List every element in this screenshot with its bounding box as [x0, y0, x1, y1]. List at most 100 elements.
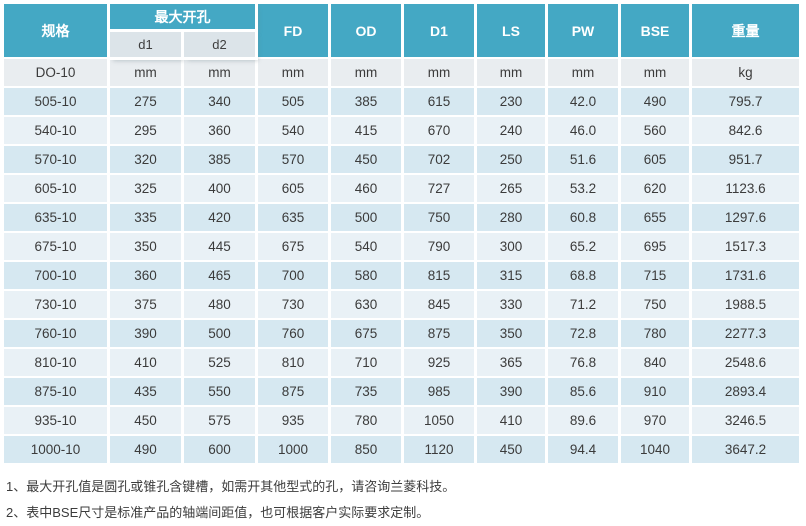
table-cell: 560	[621, 117, 689, 144]
table-cell: 925	[404, 349, 474, 376]
table-cell: 575	[184, 407, 255, 434]
table-cell: 415	[331, 117, 401, 144]
table-cell: 505	[258, 88, 328, 115]
table-cell: 842.6	[692, 117, 799, 144]
table-cell: 655	[621, 204, 689, 231]
table-cell: 65.2	[548, 233, 618, 260]
table-cell: 350	[477, 320, 545, 347]
table-cell: 875	[258, 378, 328, 405]
table-cell: 790	[404, 233, 474, 260]
table-cell: 935-10	[4, 407, 107, 434]
table-cell: 1731.6	[692, 262, 799, 289]
table-cell: 275	[110, 88, 181, 115]
table-cell: 570	[258, 146, 328, 173]
table-body: DO-10 mm mm mm mm mm mm mm mm kg 505-10 275 340 505 38…	[4, 59, 799, 463]
table-cell: 2893.4	[692, 378, 799, 405]
table-cell: 695	[621, 233, 689, 260]
table-cell: 840	[621, 349, 689, 376]
table-cell: 360	[110, 262, 181, 289]
table-cell: 365	[477, 349, 545, 376]
table-cell: 780	[621, 320, 689, 347]
table-cell: mm	[258, 59, 328, 86]
table-row: 875-10 435 550 875 735 985 390 85.6 910 2893.4	[4, 378, 799, 405]
table-cell: 230	[477, 88, 545, 115]
table-cell: 810-10	[4, 349, 107, 376]
col-subheader-d1: d1	[110, 32, 181, 57]
table-cell: 450	[331, 146, 401, 173]
table-cell: 700	[258, 262, 328, 289]
col-header-fd: FD	[258, 4, 328, 57]
table-header: 规格 最大开孔 FD OD D1 LS PW BSE 重量 d1 d2	[4, 4, 799, 57]
table-cell: 72.8	[548, 320, 618, 347]
table-cell: 875	[404, 320, 474, 347]
table-cell: 570-10	[4, 146, 107, 173]
table-cell: 727	[404, 175, 474, 202]
table-cell: 60.8	[548, 204, 618, 231]
table-cell: 1000-10	[4, 436, 107, 463]
footnote-1: 1、最大开孔值是圆孔或锥孔含键槽，如需开其他型式的孔，请咨询兰菱科技。	[6, 479, 456, 494]
col-subheader-d2: d2	[184, 32, 255, 57]
table-cell: mm	[184, 59, 255, 86]
table-cell: 750	[621, 291, 689, 318]
col-header-ls: LS	[477, 4, 545, 57]
col-header-pw: PW	[548, 4, 618, 57]
table-cell: 410	[477, 407, 545, 434]
table-cell: 265	[477, 175, 545, 202]
table-row: 700-10 360 465 700 580 815 315 68.8 715 1731.6	[4, 262, 799, 289]
table-cell: 445	[184, 233, 255, 260]
table-cell: 600	[184, 436, 255, 463]
table-row: 675-10 350 445 675 540 790 300 65.2 695 1517.3	[4, 233, 799, 260]
table-cell: 760	[258, 320, 328, 347]
table-cell: mm	[404, 59, 474, 86]
table-cell: 760-10	[4, 320, 107, 347]
table-cell: 500	[184, 320, 255, 347]
table-cell: 505-10	[4, 88, 107, 115]
table-cell: 970	[621, 407, 689, 434]
table-cell: 935	[258, 407, 328, 434]
col-header-bse: BSE	[621, 4, 689, 57]
table-cell: 295	[110, 117, 181, 144]
table-cell: 670	[404, 117, 474, 144]
table-cell: 325	[110, 175, 181, 202]
table-cell: 94.4	[548, 436, 618, 463]
table-cell: 330	[477, 291, 545, 318]
table-cell: 320	[110, 146, 181, 173]
table-cell: 675	[258, 233, 328, 260]
table-cell: 1040	[621, 436, 689, 463]
table-cell: 42.0	[548, 88, 618, 115]
col-header-od: OD	[331, 4, 401, 57]
table-cell: 850	[331, 436, 401, 463]
table-cell: 315	[477, 262, 545, 289]
table-cell: 71.2	[548, 291, 618, 318]
table-cell: 815	[404, 262, 474, 289]
table-row: 505-10 275 340 505 385 615 230 42.0 490 795.7	[4, 88, 799, 115]
table-cell: 780	[331, 407, 401, 434]
table-cell: 46.0	[548, 117, 618, 144]
table-cell: 85.6	[548, 378, 618, 405]
table-cell: 89.6	[548, 407, 618, 434]
table-cell: 385	[331, 88, 401, 115]
table-cell: 385	[184, 146, 255, 173]
table-cell: 735	[331, 378, 401, 405]
table-cell: 1123.6	[692, 175, 799, 202]
spec-table: 规格 最大开孔 FD OD D1 LS PW BSE 重量 d1 d2 DO-1…	[1, 2, 802, 465]
table-cell: 450	[477, 436, 545, 463]
table-row: 540-10 295 360 540 415 670 240 46.0 560 842.6	[4, 117, 799, 144]
table-cell: 910	[621, 378, 689, 405]
table-cell: mm	[477, 59, 545, 86]
table-cell: mm	[331, 59, 401, 86]
col-group-max-opening: 最大开孔	[110, 4, 255, 30]
table-cell: 620	[621, 175, 689, 202]
table-cell: 710	[331, 349, 401, 376]
table-row: 760-10 390 500 760 675 875 350 72.8 780 2277.3	[4, 320, 799, 347]
table-row: 810-10 410 525 810 710 925 365 76.8 840 2548.6	[4, 349, 799, 376]
table-cell: 1988.5	[692, 291, 799, 318]
table-cell: 1000	[258, 436, 328, 463]
table-cell: 2548.6	[692, 349, 799, 376]
unit-row: DO-10 mm mm mm mm mm mm mm mm kg	[4, 59, 799, 86]
table-cell: 1120	[404, 436, 474, 463]
table-row: 1000-10 490 600 1000 850 1120 450 94.4 1040 3647.…	[4, 436, 799, 463]
table-cell: 730-10	[4, 291, 107, 318]
table-cell: 480	[184, 291, 255, 318]
footnotes: 1、最大开孔值是圆孔或锥孔含键槽，如需开其他型式的孔，请咨询兰菱科技。 2、表中…	[0, 465, 806, 526]
